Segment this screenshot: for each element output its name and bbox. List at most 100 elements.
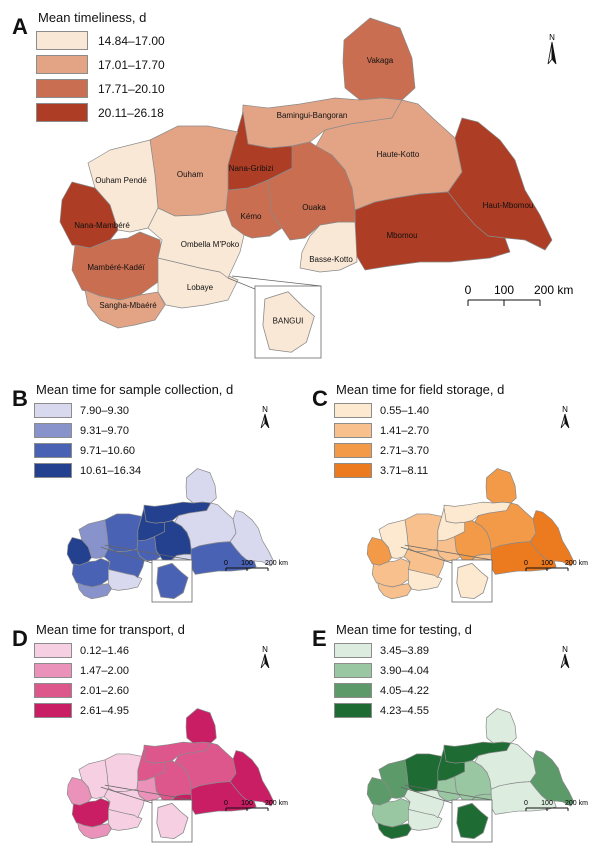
region-mbomou: [190, 541, 257, 575]
north-label: N: [262, 405, 268, 414]
legend-label: 10.61–16.34: [80, 464, 142, 477]
north-arrow-left: [560, 413, 566, 429]
region-label: Ombella M'Poko: [181, 240, 240, 249]
region-mbomou: [490, 541, 557, 575]
bangui-inset: [151, 799, 193, 843]
north-arrow-icon: N: [260, 405, 270, 429]
map-regions: [366, 708, 575, 840]
region-sangha: [377, 582, 412, 600]
legend-label: 2.71–3.70: [380, 444, 429, 457]
panel-letter: B: [12, 386, 28, 411]
choropleth-map: N 0 100 200 km: [366, 645, 588, 843]
legend-label: 3.71–8.11: [380, 464, 429, 477]
legend-item: 17.71–20.10: [36, 78, 165, 99]
inset-leader: [100, 544, 193, 564]
panel-letter: D: [12, 626, 28, 651]
legend-item: 3.45–3.89: [334, 642, 429, 659]
north-label: N: [562, 645, 568, 654]
scale-tick-label: 100: [241, 800, 253, 807]
region-ouaka: [267, 141, 356, 241]
region-sangha: [77, 582, 112, 600]
map-regions: [66, 468, 275, 600]
legend: 0.12–1.46 1.47–2.00 2.01–2.60 2.61–4.95: [34, 642, 129, 722]
region-bangui: [156, 802, 189, 840]
legend: 0.55–1.40 1.41–2.70 2.71–3.70 3.71–8.11: [334, 402, 429, 482]
region-mbomou: [190, 781, 257, 815]
legend-title: Mean timeliness, d: [38, 10, 147, 25]
legend-title: Mean time for field storage, d: [336, 382, 505, 397]
legend: 14.84–17.00 17.01–17.70 17.71–20.10 20.1…: [36, 30, 165, 126]
panel-letter: C: [312, 386, 328, 411]
legend-label: 0.12–1.46: [80, 644, 129, 657]
legend-swatch: [34, 643, 72, 658]
north-arrow-left: [260, 653, 266, 669]
north-arrow-right: [564, 413, 570, 429]
legend-label: 17.71–20.10: [98, 81, 165, 96]
region-vakaga: [185, 708, 217, 744]
legend-item: 20.11–26.18: [36, 102, 165, 123]
legend-item: 14.84–17.00: [36, 30, 165, 51]
scale-bar: 0 100 200 km: [524, 800, 588, 811]
bangui-inset: [151, 559, 193, 603]
legend-item: 1.41–2.70: [334, 422, 429, 439]
legend-swatch: [334, 663, 372, 678]
legend-item: 2.01–2.60: [34, 682, 129, 699]
legend-swatch: [34, 683, 72, 698]
inset-leader: [400, 544, 493, 564]
legend-label: 20.11–26.18: [98, 105, 164, 120]
region-ombella: [103, 548, 145, 579]
region-label: Nana-Mambéré: [74, 221, 130, 230]
region-ombella: [403, 548, 445, 579]
region-vakaga: [485, 468, 517, 504]
legend-swatch: [334, 443, 372, 458]
region-label: Ouham Pendé: [95, 176, 147, 185]
legend-item: 3.90–4.04: [334, 662, 429, 679]
region-vakaga: [185, 468, 217, 504]
scale-tick-label: 200 km: [565, 800, 588, 807]
region-label: Kémo: [241, 212, 262, 221]
region-label: Sangha-Mbaéré: [99, 301, 157, 310]
leader-line: [400, 546, 453, 564]
region-bangui: [156, 562, 189, 600]
panel-a: A Mean timeliness, d 14.84–17.00 17.01–1…: [0, 0, 600, 368]
legend-item: 0.12–1.46: [34, 642, 129, 659]
legend-swatch: [34, 663, 72, 678]
region-bangui: [456, 562, 489, 600]
legend-item: 0.55–1.40: [334, 402, 429, 419]
leader-line: [104, 544, 193, 561]
map-regions: Vakaga Bamingui-Bangoran Haute-Kotto Haut-M…: [59, 17, 553, 329]
region-vakaga: [485, 708, 517, 744]
region-ombella: [403, 788, 445, 819]
north-arrow-right: [564, 653, 570, 669]
north-arrow-left: [260, 413, 266, 429]
scale-bar: 0 100 200 km: [224, 800, 288, 811]
legend-label: 3.90–4.04: [380, 664, 429, 677]
legend-item: 4.23–4.55: [334, 702, 429, 719]
panel-d: D Mean time for transport, d 0.12–1.46 1…: [0, 618, 296, 858]
scale-tick-label: 200 km: [265, 800, 288, 807]
legend-label: 1.41–2.70: [380, 424, 429, 437]
region-label: Ouham: [177, 170, 204, 179]
legend-item: 2.71–3.70: [334, 442, 429, 459]
legend-swatch: [36, 79, 88, 98]
north-label: N: [549, 33, 555, 42]
scale-tick-label: 100: [494, 283, 514, 297]
inset-leader: [400, 784, 493, 804]
scale-bar: 0 100 200 km: [524, 560, 588, 571]
scale-tick-label: 200 km: [565, 560, 588, 567]
panel-letter: A: [12, 14, 28, 39]
leader-line: [227, 277, 256, 290]
legend-label: 17.01–17.70: [98, 57, 165, 72]
legend-swatch: [34, 463, 72, 478]
legend-label: 4.23–4.55: [380, 704, 429, 717]
legend-label: 14.84–17.00: [98, 33, 165, 48]
leader-line: [100, 786, 153, 804]
north-arrow-icon: N: [560, 405, 570, 429]
choropleth-map: Vakaga Bamingui-Bangoran Haute-Kotto Haut-M…: [59, 17, 573, 359]
region-label: Ouaka: [302, 203, 326, 212]
legend-label: 2.61–4.95: [80, 704, 129, 717]
leader-line: [231, 275, 322, 287]
panel-b: B Mean time for sample collection, d 7.9…: [0, 378, 296, 610]
north-arrow-right: [264, 413, 270, 429]
choropleth-map: N 0 100 200 km: [366, 405, 588, 603]
